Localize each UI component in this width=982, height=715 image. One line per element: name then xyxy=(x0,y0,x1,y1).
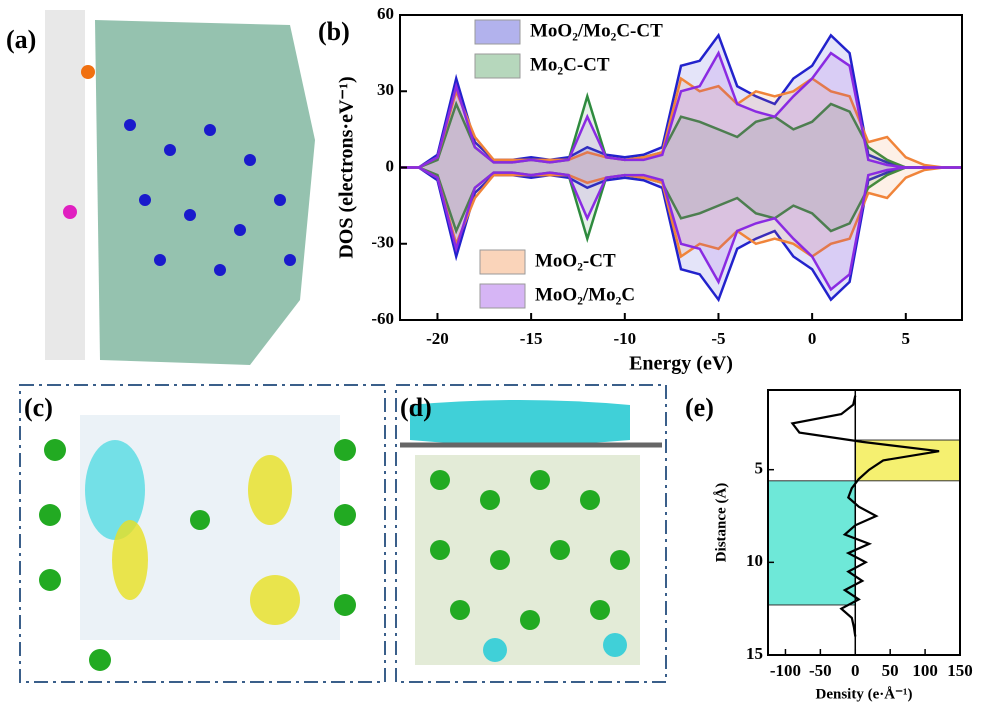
y-tick-label: 10 xyxy=(746,551,763,570)
y-axis-label: DOS (electrons·eV⁻¹) xyxy=(336,76,358,258)
legend-swatch xyxy=(479,283,526,309)
legend-label: MoO₂/Mo₂C-CT xyxy=(530,20,663,41)
dos-line xyxy=(400,76,962,169)
area xyxy=(400,167,962,257)
legend-label: MoO₂-CT xyxy=(535,250,616,271)
legend-label: Mo₂C-CT xyxy=(530,54,610,75)
dos-line xyxy=(400,50,962,169)
y-axis-label: Distance (Å) xyxy=(713,483,729,563)
mxene-cluster xyxy=(95,20,315,365)
x-tick-label: 0 xyxy=(808,329,817,348)
band xyxy=(767,480,856,606)
structure-d xyxy=(400,400,662,665)
x-tick-label: -5 xyxy=(711,329,725,348)
y-tick-label: -30 xyxy=(371,233,394,252)
plot-frame xyxy=(767,389,961,656)
x-tick-label: 150 xyxy=(947,661,973,680)
legend-swatch xyxy=(474,19,521,45)
x-tick-label: 0 xyxy=(851,661,860,680)
structure-a xyxy=(45,10,315,365)
o-atom xyxy=(81,65,95,79)
s-atom xyxy=(63,205,77,219)
x-tick-label: -15 xyxy=(520,329,543,348)
legend-swatch xyxy=(479,249,526,275)
area xyxy=(400,167,962,300)
x-tick-label: -100 xyxy=(770,661,801,680)
n-atoms xyxy=(124,119,296,276)
dos-line xyxy=(400,166,962,259)
panel-label: (e) xyxy=(685,393,714,422)
panel-label: (b) xyxy=(318,17,350,46)
y-tick-label: 0 xyxy=(386,156,395,175)
legend-swatch xyxy=(474,53,521,79)
x-axis-label: Energy (eV) xyxy=(629,353,733,375)
area xyxy=(400,35,962,168)
panel-label: (c) xyxy=(24,393,53,422)
legend-label: MoO₂/Mo₂C xyxy=(535,284,635,305)
x-tick-label: -50 xyxy=(809,661,832,680)
x-axis-label: Density (e·Å⁻¹) xyxy=(816,686,913,702)
x-tick-label: 100 xyxy=(912,661,938,680)
x-tick-label: -10 xyxy=(613,329,636,348)
density-line xyxy=(790,395,940,637)
y-tick-label: 5 xyxy=(755,459,764,478)
panel-frame xyxy=(19,384,386,683)
y-tick-label: 60 xyxy=(377,4,394,23)
panel-label: (d) xyxy=(400,393,432,422)
area xyxy=(400,53,962,168)
band xyxy=(854,439,961,482)
y-tick-label: -60 xyxy=(371,309,394,328)
structure-c xyxy=(39,415,356,671)
y-tick-label: 15 xyxy=(746,644,763,663)
panel-frame xyxy=(395,384,667,683)
area xyxy=(400,167,962,290)
x-tick-label: 50 xyxy=(882,661,899,680)
graphene-edge xyxy=(45,10,85,360)
x-tick-label: -20 xyxy=(426,329,449,348)
y-tick-label: 30 xyxy=(377,80,394,99)
x-tick-label: 5 xyxy=(902,329,911,348)
area xyxy=(400,78,962,168)
panel-label: (a) xyxy=(6,25,36,54)
dos-line xyxy=(400,166,962,292)
